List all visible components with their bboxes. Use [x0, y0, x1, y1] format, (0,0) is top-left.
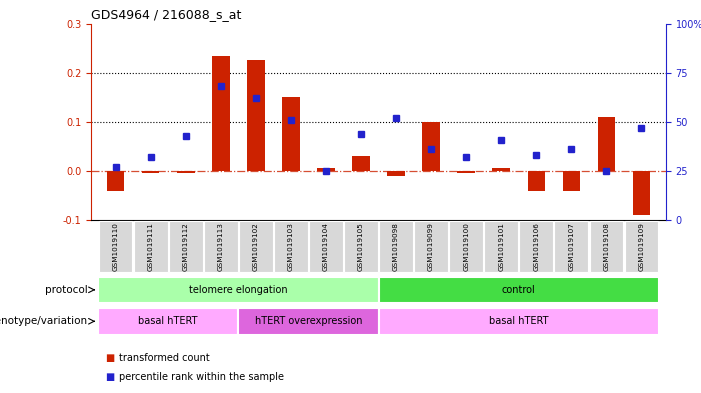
FancyBboxPatch shape	[98, 277, 379, 303]
Text: GSM1019100: GSM1019100	[463, 222, 469, 271]
FancyBboxPatch shape	[625, 221, 658, 272]
Bar	[177, 171, 195, 173]
Bar	[422, 122, 440, 171]
Text: GSM1019103: GSM1019103	[288, 222, 294, 271]
Bar	[632, 171, 650, 215]
FancyBboxPatch shape	[99, 221, 132, 272]
FancyBboxPatch shape	[519, 221, 553, 272]
Text: GSM1019106: GSM1019106	[533, 222, 539, 271]
FancyBboxPatch shape	[344, 221, 378, 272]
FancyBboxPatch shape	[274, 221, 308, 272]
Bar	[562, 171, 580, 191]
Text: protocol: protocol	[45, 285, 88, 295]
Text: GSM1019102: GSM1019102	[253, 222, 259, 271]
Bar	[492, 169, 510, 171]
FancyBboxPatch shape	[239, 221, 273, 272]
FancyBboxPatch shape	[414, 221, 448, 272]
Bar	[353, 156, 370, 171]
Bar	[597, 117, 615, 171]
Bar	[212, 55, 230, 171]
FancyBboxPatch shape	[449, 221, 483, 272]
Text: GDS4964 / 216088_s_at: GDS4964 / 216088_s_at	[91, 8, 242, 21]
Bar	[107, 171, 125, 191]
FancyBboxPatch shape	[379, 308, 659, 334]
Text: basal hTERT: basal hTERT	[139, 316, 198, 326]
Text: GSM1019111: GSM1019111	[148, 222, 154, 271]
FancyBboxPatch shape	[590, 221, 623, 272]
Text: control: control	[502, 285, 536, 295]
FancyBboxPatch shape	[238, 308, 379, 334]
Bar	[247, 61, 265, 171]
Text: ■: ■	[105, 353, 114, 363]
Text: GSM1019110: GSM1019110	[113, 222, 118, 271]
FancyBboxPatch shape	[204, 221, 238, 272]
Text: genotype/variation: genotype/variation	[0, 316, 88, 326]
FancyBboxPatch shape	[484, 221, 518, 272]
Bar	[387, 171, 405, 176]
Bar	[527, 171, 545, 191]
Bar	[282, 97, 299, 171]
Text: GSM1019107: GSM1019107	[569, 222, 574, 271]
Bar	[457, 171, 475, 173]
Text: GSM1019112: GSM1019112	[183, 222, 189, 271]
Bar	[317, 169, 335, 171]
Text: GSM1019108: GSM1019108	[604, 222, 609, 271]
Text: GSM1019113: GSM1019113	[218, 222, 224, 271]
Text: GSM1019104: GSM1019104	[323, 222, 329, 271]
Text: hTERT overexpression: hTERT overexpression	[254, 316, 362, 326]
FancyBboxPatch shape	[98, 308, 238, 334]
Text: GSM1019101: GSM1019101	[498, 222, 504, 271]
Text: GSM1019098: GSM1019098	[393, 222, 399, 271]
Text: transformed count: transformed count	[119, 353, 210, 363]
Text: GSM1019109: GSM1019109	[639, 222, 644, 271]
Text: ■: ■	[105, 372, 114, 382]
Text: percentile rank within the sample: percentile rank within the sample	[119, 372, 284, 382]
Text: GSM1019099: GSM1019099	[428, 222, 434, 271]
FancyBboxPatch shape	[379, 221, 413, 272]
Bar	[142, 171, 160, 173]
FancyBboxPatch shape	[379, 277, 659, 303]
Text: telomere elongation: telomere elongation	[189, 285, 287, 295]
FancyBboxPatch shape	[169, 221, 203, 272]
Text: basal hTERT: basal hTERT	[489, 316, 548, 326]
FancyBboxPatch shape	[134, 221, 168, 272]
FancyBboxPatch shape	[554, 221, 588, 272]
FancyBboxPatch shape	[309, 221, 343, 272]
Text: GSM1019105: GSM1019105	[358, 222, 364, 271]
